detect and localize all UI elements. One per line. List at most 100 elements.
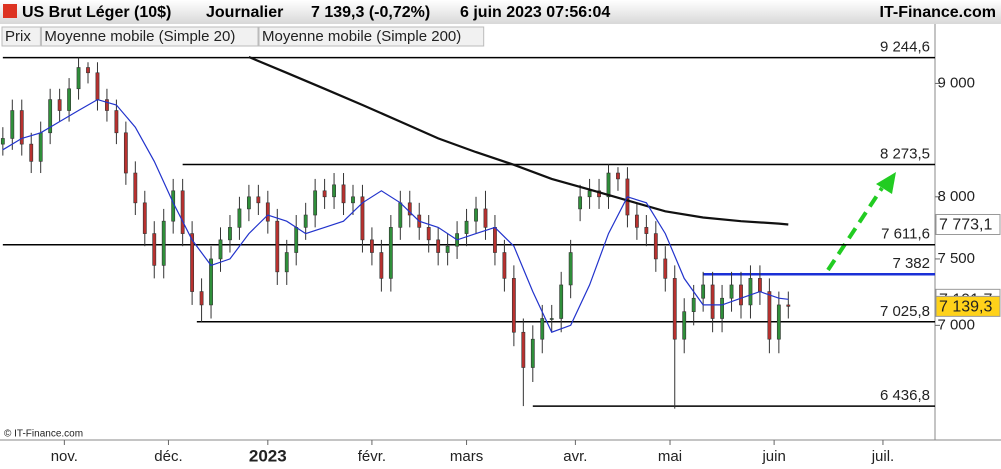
candle-body: [682, 311, 687, 340]
source: IT-Finance.com: [880, 4, 996, 21]
candle-body: [691, 297, 696, 312]
date: 6 juin 2023 07:56:04: [460, 4, 610, 21]
y-tick-label: 7 000: [937, 316, 975, 333]
candle-body: [720, 297, 724, 319]
candle-body: [493, 227, 497, 253]
level-label: 6 436,8: [880, 387, 930, 404]
candle-body: [758, 278, 762, 292]
candle-body: [616, 172, 620, 180]
candle-body: [303, 214, 308, 228]
candle-body: [549, 318, 554, 320]
candle-body: [568, 252, 573, 286]
candle-body: [322, 190, 327, 198]
candle-body: [332, 184, 336, 198]
candle-body: [313, 190, 318, 216]
header: US Brut Léger (10$) Journalier 7 139,3 (…: [3, 4, 996, 21]
candle-body: [114, 110, 119, 134]
candle-body: [275, 220, 280, 273]
legend-entry: Moyenne mobile (Simple 20): [44, 28, 235, 45]
moving-average: [248, 55, 789, 226]
candle-body: [710, 284, 715, 319]
candle-body: [644, 227, 649, 234]
level-label: 7 611,6: [881, 226, 930, 243]
x-tick-label: févr.: [358, 448, 386, 465]
candle-body: [776, 304, 781, 340]
candle-body: [426, 227, 431, 241]
candle-body: [634, 214, 639, 228]
candle-body: [407, 202, 412, 216]
candle-body: [521, 331, 526, 368]
candle-body: [672, 278, 677, 340]
candle-body: [284, 252, 289, 273]
candle-body: [559, 284, 564, 319]
candle-body: [142, 202, 147, 234]
legend-entry: Prix: [5, 28, 31, 45]
x-tick-label: déc.: [154, 448, 182, 465]
x-tick-label: avr.: [563, 448, 587, 465]
logo: [3, 4, 17, 18]
candle-body: [464, 220, 469, 234]
candle-body: [578, 196, 583, 210]
x-tick-label: mars: [450, 448, 483, 465]
candle-body: [95, 72, 100, 100]
candle-body: [209, 258, 213, 306]
candle-body: [502, 252, 507, 279]
candle-body: [540, 318, 545, 340]
candle-body: [180, 190, 185, 234]
level-label: 8 273,5: [880, 145, 930, 162]
candle-body: [199, 291, 204, 306]
price-badge-label: 7 773,1: [939, 217, 992, 234]
candle-body: [133, 172, 138, 204]
candle-body: [123, 132, 128, 174]
candle-body: [351, 196, 355, 204]
candle-body: [370, 239, 374, 253]
legend-box: [258, 26, 485, 47]
level-label: 7 025,8: [880, 303, 930, 320]
candle-body: [474, 208, 478, 222]
candle-body: [398, 202, 403, 228]
candle-body: [388, 227, 393, 279]
last-price: 7 139,3 (-0,72%): [311, 4, 430, 21]
instrument: US Brut Léger (10$): [22, 4, 171, 21]
candle-body: [29, 143, 34, 162]
period: Journalier: [206, 4, 283, 21]
candle-body: [76, 67, 81, 90]
candle-body: [663, 258, 668, 279]
candle-body: [739, 284, 743, 306]
candle-body: [767, 291, 772, 340]
candle-body: [228, 227, 232, 241]
candle-body: [57, 99, 62, 111]
candle-body: [606, 172, 611, 198]
x-tick-label: mai: [658, 448, 682, 465]
candle-body: [218, 239, 223, 260]
price-badge-label: 7 139,3: [939, 299, 992, 316]
y-tick-label: 9 000: [937, 74, 975, 91]
candle-body: [786, 304, 791, 307]
x-tick-label: juil.: [871, 448, 895, 465]
legend-box: [40, 26, 259, 47]
candle-body: [86, 67, 90, 74]
candle-body: [341, 184, 346, 204]
moving-average: [2, 98, 789, 333]
arrow-head: [876, 172, 896, 194]
candle-body: [265, 202, 270, 222]
legend-box: [1, 26, 41, 47]
legend-entry: Moyenne mobile (Simple 200): [262, 28, 461, 45]
trend-arrow: [826, 172, 896, 272]
y-tick-label: 8 000: [937, 188, 975, 205]
price-badge: [935, 295, 1001, 317]
candle-body: [152, 233, 157, 266]
candle-body: [246, 196, 251, 210]
x-tick-label: 2023: [249, 446, 287, 465]
candle-body: [748, 278, 753, 306]
header-bar: [0, 0, 1001, 24]
candle-body: [511, 278, 516, 333]
candle-body: [436, 239, 441, 253]
arrow-line: [826, 186, 884, 272]
candle-body: [237, 208, 242, 228]
candle-body: [10, 110, 15, 139]
candle-body: [729, 284, 734, 299]
level-label: 9 244,6: [880, 39, 930, 56]
